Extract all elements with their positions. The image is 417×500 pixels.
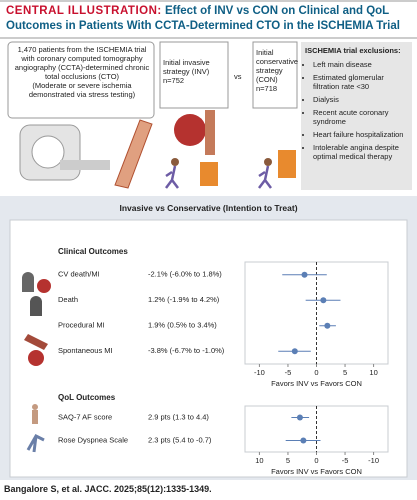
point-estimate (291, 348, 298, 355)
point-estimate (301, 271, 308, 278)
x-tick-label: 0 (314, 456, 318, 465)
row-label: Rose Dyspnea Scale (58, 435, 128, 444)
row-label: Death (58, 295, 78, 304)
exclusions-box (301, 42, 412, 190)
row-label: CV death/MI (58, 270, 100, 279)
value-label: -3.8% (-6.7% to -1.0%) (148, 346, 225, 355)
section-title: Invasive vs Conservative (Intention to T… (119, 203, 298, 213)
person-icon (32, 410, 38, 424)
x-tick-label: 5 (343, 368, 347, 377)
population-text: 1,470 patients from the ISCHEMIA trial w… (14, 45, 150, 81)
runner-icon (171, 158, 179, 166)
inv: Initial invasive strategy (INV) n=752 (163, 58, 225, 85)
con-box (252, 41, 298, 109)
row-label: SAQ-7 AF score (58, 412, 112, 421)
heart-icon (174, 114, 206, 146)
value-label: 2.3 pts (5.4 to -0.7) (148, 435, 212, 444)
vs: vs (234, 72, 242, 81)
header: CENTRAL ILLUSTRATION: Effect of INV vs C… (6, 4, 411, 34)
citation: Bangalore S, et al. JACC. 2025;85(12):13… (4, 484, 212, 494)
x-axis-label: Favors INV vs Favors CON (271, 379, 362, 388)
gravestone-icon (22, 272, 34, 292)
x-tick-label: 5 (286, 456, 290, 465)
x-tick-label: 10 (369, 368, 377, 377)
population: 1,470 patients from the ISCHEMIA trial w… (13, 45, 151, 99)
exclusion-item: Heart failure hospitalization (313, 130, 409, 139)
con: Initial conservative strategy (CON) n=71… (256, 48, 299, 93)
exclusions-title: ISCHEMIA trial exclusions: (305, 46, 401, 55)
point-estimate (296, 414, 303, 421)
value-label: 1.9% (0.5% to 3.4%) (148, 321, 217, 330)
pills-icon (278, 150, 296, 178)
exclusion-item: Dialysis (313, 95, 409, 104)
x-tick-label: -10 (254, 368, 265, 377)
exclusion-item: Recent acute coronary syndrome (313, 108, 409, 126)
vessel-icon (114, 119, 153, 189)
scanner-icon (31, 135, 65, 169)
x-tick-label: -5 (285, 368, 292, 377)
exclusions-list: Left main disease Estimated glomerular fi… (305, 60, 409, 161)
vessel-icon (205, 110, 215, 155)
runner-icon (165, 165, 179, 189)
heart-icon (28, 350, 44, 366)
con-n: n=718 (256, 84, 278, 93)
x-axis-label: Favors INV vs Favors CON (271, 467, 362, 476)
point-estimate (300, 437, 307, 444)
row-label: Procedural MI (58, 321, 105, 330)
x-tick-label: -5 (342, 456, 349, 465)
scanner-icon (60, 160, 110, 170)
value-label: 2.9 pts (1.3 to 4.4) (148, 412, 209, 421)
chart-title: QoL Outcomes (58, 393, 116, 402)
exclusion-item: Left main disease (313, 60, 409, 69)
point-estimate (324, 322, 331, 329)
results-box (9, 219, 408, 478)
x-tick-label: 10 (255, 456, 263, 465)
inv-label: Initial invasive strategy (INV) (163, 58, 210, 76)
chart-title: Clinical Outcomes (58, 247, 128, 256)
person-icon (32, 404, 38, 410)
exclusion-item: Intolerable angina despite optimal medic… (313, 143, 409, 161)
header-title: Effect of INV vs CON on Clinical and QoL… (6, 5, 400, 32)
heart-icon (37, 279, 51, 293)
value-label: 1.2% (-1.9% to 4.2%) (148, 295, 220, 304)
runner-icon (258, 165, 272, 189)
exclusion-item: Estimated glomerular filtration rate <30 (313, 73, 409, 91)
population-note: (Moderate or severe ischemia demonstrate… (28, 81, 136, 99)
inv-box (159, 41, 229, 109)
x-tick-label: -10 (368, 456, 379, 465)
gravestone-icon (30, 296, 42, 316)
con-label: Initial conservative strategy (CON) (256, 48, 299, 84)
exclusions: ISCHEMIA trial exclusions: Left main dis… (305, 46, 409, 165)
outcome-icons (22, 272, 51, 453)
x-tick-label: 0 (314, 368, 318, 377)
vessel-icon (24, 334, 48, 350)
inv-n: n=752 (163, 76, 185, 85)
header-label: CENTRAL ILLUSTRATION: (6, 5, 162, 17)
value-label: -2.1% (-6.0% to 1.8%) (148, 270, 222, 279)
point-estimate (320, 297, 327, 304)
population-box (7, 41, 155, 119)
pills-icon (200, 162, 218, 186)
runner-icon (264, 158, 272, 166)
person-icon (26, 434, 45, 453)
row-label: Spontaneous MI (58, 346, 113, 355)
